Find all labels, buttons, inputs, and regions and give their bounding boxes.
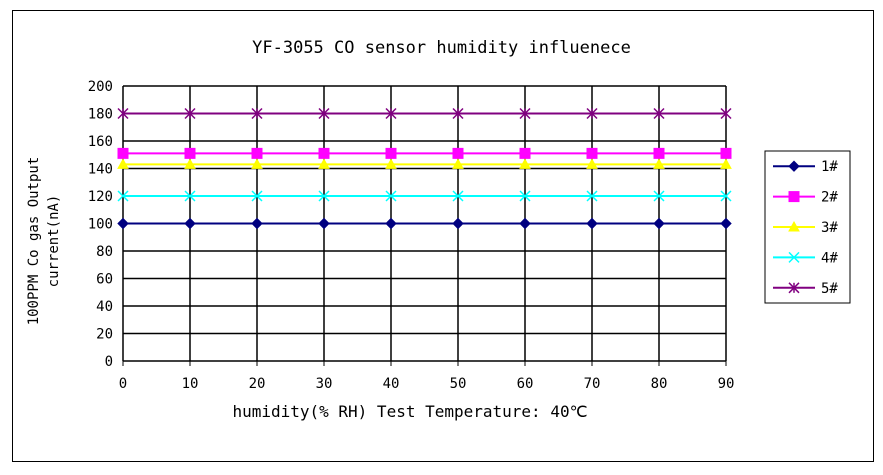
- data-point-series-2: [586, 147, 598, 159]
- data-point-series-4: [318, 190, 330, 202]
- legend-marker-1: [788, 160, 800, 172]
- data-point-series-2: [385, 147, 397, 159]
- legend-marker-3: [788, 220, 800, 232]
- data-point-series-4: [720, 190, 732, 202]
- data-point-series-5: [318, 107, 330, 120]
- data-point-series-2: [184, 147, 196, 159]
- data-point-series-2: [318, 147, 330, 159]
- legend-label-5: 5#: [821, 281, 838, 297]
- data-point-series-4: [385, 190, 397, 202]
- y-tick-label: 160: [88, 134, 113, 150]
- y-tick-label: 200: [88, 79, 113, 95]
- data-point-series-3: [586, 158, 598, 169]
- data-point-series-4: [452, 190, 464, 202]
- data-point-series-4: [251, 190, 263, 202]
- data-point-series-2: [251, 147, 263, 159]
- data-point-series-1: [586, 217, 598, 230]
- y-tick-label: 40: [96, 299, 113, 315]
- y-tick-label: 0: [105, 354, 113, 370]
- legend-marker-4: [788, 251, 800, 263]
- legend-label-2: 2#: [821, 190, 838, 206]
- data-point-series-3: [117, 158, 129, 169]
- data-point-series-3: [720, 158, 732, 169]
- data-point-series-2: [653, 147, 665, 159]
- data-point-series-1: [720, 217, 732, 230]
- data-point-series-5: [251, 107, 263, 120]
- legend-label-3: 3#: [821, 220, 838, 236]
- y-tick-label: 100: [88, 217, 113, 233]
- x-tick-label: 20: [249, 376, 266, 392]
- x-tick-label: 40: [383, 376, 400, 392]
- data-point-series-1: [318, 217, 330, 230]
- data-point-series-4: [184, 190, 196, 202]
- data-point-series-2: [519, 147, 531, 159]
- y-tick-label: 140: [88, 162, 113, 178]
- data-point-series-3: [385, 158, 397, 169]
- data-point-series-2: [117, 147, 129, 159]
- data-point-series-3: [519, 158, 531, 169]
- data-point-series-4: [519, 190, 531, 202]
- x-axis-label: humidity(% RH) Test Temperature: 40℃: [232, 402, 588, 421]
- data-point-series-4: [586, 190, 598, 202]
- y-tick-label: 80: [96, 244, 113, 260]
- x-tick-label: 70: [584, 376, 601, 392]
- data-point-series-3: [184, 158, 196, 169]
- y-tick-label: 180: [88, 107, 113, 123]
- chart-title: YF-3055 CO sensor humidity influenece: [252, 38, 631, 58]
- data-point-series-3: [318, 158, 330, 169]
- data-point-series-3: [251, 158, 263, 169]
- x-tick-label: 0: [119, 376, 127, 392]
- x-tick-label: 50: [450, 376, 467, 392]
- data-point-series-3: [452, 158, 464, 169]
- data-point-series-1: [653, 217, 665, 230]
- data-point-series-1: [117, 217, 129, 230]
- data-point-series-1: [385, 217, 397, 230]
- data-point-series-4: [117, 190, 129, 202]
- y-tick-label: 20: [96, 327, 113, 343]
- data-point-series-5: [720, 107, 732, 120]
- data-point-series-5: [184, 107, 196, 120]
- data-point-series-5: [586, 107, 598, 120]
- data-point-series-5: [653, 107, 665, 120]
- x-tick-label: 60: [517, 376, 534, 392]
- legend-label-1: 1#: [821, 159, 838, 175]
- y-tick-label: 60: [96, 272, 113, 288]
- data-point-series-5: [117, 107, 129, 120]
- x-tick-label: 80: [651, 376, 668, 392]
- data-point-series-5: [519, 107, 531, 120]
- x-tick-label: 90: [718, 376, 735, 392]
- data-point-series-1: [251, 217, 263, 230]
- data-point-series-1: [452, 217, 464, 230]
- legend-marker-2: [788, 191, 800, 203]
- data-point-series-5: [452, 107, 464, 120]
- legend-label-4: 4#: [821, 250, 838, 266]
- data-point-series-4: [653, 190, 665, 202]
- data-point-series-5: [385, 107, 397, 120]
- data-point-series-1: [519, 217, 531, 230]
- data-point-series-3: [653, 158, 665, 169]
- y-tick-label: 120: [88, 189, 113, 205]
- data-point-series-2: [720, 147, 732, 159]
- x-tick-label: 10: [182, 376, 199, 392]
- x-tick-label: 30: [316, 376, 333, 392]
- data-point-series-1: [184, 217, 196, 230]
- legend-marker-5: [788, 282, 800, 294]
- data-point-series-2: [452, 147, 464, 159]
